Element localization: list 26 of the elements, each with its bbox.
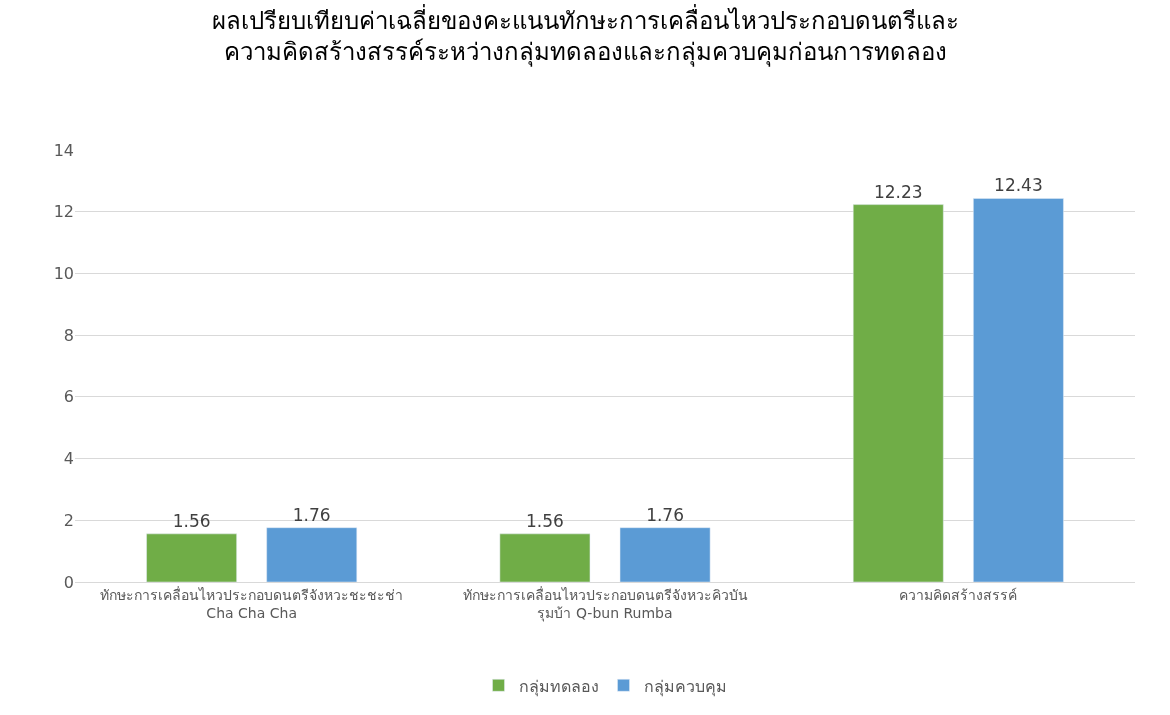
legend-label: กลุ่มควบคุม <box>643 676 727 697</box>
x-tick-label: ทักษะการเคลื่อนไหวประกอบดนตรีจังหวะชะชะช่า Cha Cha Cha <box>100 585 404 621</box>
data-label: 1.76 <box>292 504 331 525</box>
bar <box>266 527 358 582</box>
y-tick-label: 0 <box>63 572 74 592</box>
data-label: 12.23 <box>873 181 923 202</box>
bar <box>973 198 1064 582</box>
bar <box>499 533 591 582</box>
data-label: 1.56 <box>172 510 211 531</box>
y-tick-label: 2 <box>63 510 74 530</box>
bar <box>619 527 711 582</box>
chart-title: ผลเปรียบเทียบค่าเฉลี่ยของคะแนนทักษะการเคลื่อนไหวประกอบดนตรีและ ความคิดสร้างสรรค์ระหว่างกลุ่มทดลองและกลุ่มควบคุมก่อนการทดลอง <box>211 3 959 67</box>
data-label: 1.56 <box>526 510 564 531</box>
bar <box>852 204 944 582</box>
data-label: 12.43 <box>994 175 1043 196</box>
y-tick-label: 8 <box>63 325 74 345</box>
x-tick-label: ทักษะการเคลื่อนไหวประกอบดนตรีจังหวะคิวบัน รุมบ้า Q-bun Rumba <box>462 585 748 622</box>
legend-label: กลุ่มทดลอง <box>518 676 599 697</box>
y-tick-label: 10 <box>53 264 74 284</box>
bar <box>146 533 237 582</box>
y-tick-label: 6 <box>63 387 74 407</box>
y-tick-label: 4 <box>63 449 74 469</box>
y-tick-label: 14 <box>53 140 74 160</box>
x-tick-label: ความคิดสร้างสรรค์ <box>899 586 1018 603</box>
data-label: 1.76 <box>646 504 684 525</box>
y-tick-label: 12 <box>53 202 74 222</box>
